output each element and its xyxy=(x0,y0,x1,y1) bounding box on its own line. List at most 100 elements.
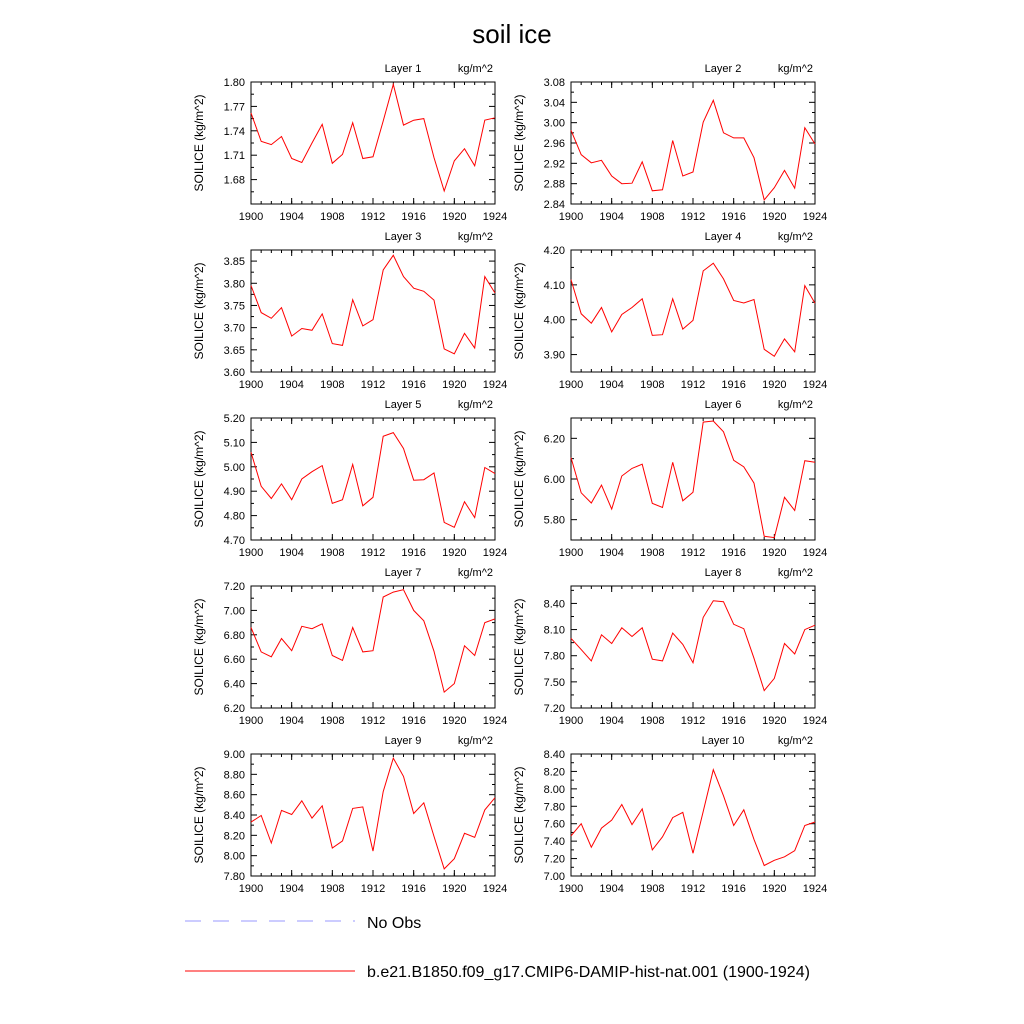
y-tick-label: 7.80 xyxy=(544,801,565,813)
panel-title: Layer 6 xyxy=(705,399,742,411)
x-tick-label: 1900 xyxy=(559,379,583,391)
y-tick-label: 4.00 xyxy=(544,315,565,327)
panel-units: kg/m^2 xyxy=(458,63,493,75)
x-tick-label: 1900 xyxy=(239,211,263,223)
panel-units: kg/m^2 xyxy=(458,399,493,411)
x-tick-label: 1912 xyxy=(681,715,705,727)
x-tick-label: 1912 xyxy=(361,715,385,727)
y-tick-label: 2.96 xyxy=(544,138,565,150)
x-tick-label: 1900 xyxy=(239,715,263,727)
series-line xyxy=(570,600,816,692)
x-tick-label: 1924 xyxy=(483,715,507,727)
y-tick-label: 7.20 xyxy=(544,854,565,866)
y-tick-label: 7.20 xyxy=(224,581,245,593)
x-tick-label: 1912 xyxy=(681,211,705,223)
y-tick-label: 1.71 xyxy=(224,150,245,162)
y-tick-label: 6.40 xyxy=(224,679,245,691)
panel-layer-1: Layer 1 kg/m^2 SOILICE (kg/m^2) 1900 1904 190… xyxy=(192,63,507,223)
y-axis-label: SOILICE (kg/m^2) xyxy=(512,95,526,192)
x-tick-label: 1920 xyxy=(442,547,466,559)
y-tick-label: 3.65 xyxy=(224,345,245,357)
x-tick-label: 1904 xyxy=(599,211,623,223)
y-tick-label: 7.00 xyxy=(224,605,245,617)
x-tick-label: 1920 xyxy=(762,547,786,559)
plot-frame xyxy=(570,585,816,709)
x-tick-label: 1904 xyxy=(279,547,303,559)
y-tick-label: 6.00 xyxy=(544,474,565,486)
x-tick-label: 1904 xyxy=(599,715,623,727)
y-tick-label: 5.80 xyxy=(544,515,565,527)
y-axis-label: SOILICE (kg/m^2) xyxy=(192,263,206,360)
y-tick-label: 2.92 xyxy=(544,158,565,170)
x-tick-label: 1916 xyxy=(721,547,745,559)
x-tick-label: 1904 xyxy=(279,211,303,223)
plot-frame xyxy=(570,81,816,205)
x-tick-label: 1912 xyxy=(681,547,705,559)
panel-units: kg/m^2 xyxy=(458,735,493,747)
x-tick-label: 1912 xyxy=(361,547,385,559)
x-tick-label: 1920 xyxy=(762,211,786,223)
panel-title: Layer 9 xyxy=(385,735,422,747)
x-tick-label: 1912 xyxy=(361,379,385,391)
y-tick-label: 6.20 xyxy=(544,433,565,445)
x-tick-label: 1916 xyxy=(721,379,745,391)
series-line xyxy=(570,768,816,867)
x-tick-label: 1908 xyxy=(320,379,344,391)
y-tick-label: 1.77 xyxy=(224,101,245,113)
x-tick-label: 1924 xyxy=(483,379,507,391)
panel-units: kg/m^2 xyxy=(458,567,493,579)
y-tick-label: 3.75 xyxy=(224,300,245,312)
panel-layer-3: Layer 3 kg/m^2 SOILICE (kg/m^2) 1900 1904 190… xyxy=(192,231,507,391)
series-line xyxy=(570,262,816,358)
series-line xyxy=(250,756,496,870)
legend: No Obs b.e21.B1850.f09_g17.CMIP6-DAMIP-h… xyxy=(185,915,810,981)
y-axis-label: SOILICE (kg/m^2) xyxy=(192,431,206,528)
y-tick-label: 2.84 xyxy=(544,199,565,211)
panel-layer-5: Layer 5 kg/m^2 SOILICE (kg/m^2) 1900 1904 190… xyxy=(192,399,507,559)
plot-frame xyxy=(570,249,816,373)
panel-units: kg/m^2 xyxy=(458,231,493,243)
x-tick-label: 1920 xyxy=(442,883,466,895)
panel-layer-10: Layer 10 kg/m^2 SOILICE (kg/m^2) 1900 1904 19… xyxy=(512,735,827,895)
y-tick-label: 5.00 xyxy=(224,462,245,474)
panel-title: Layer 3 xyxy=(385,231,422,243)
y-tick-label: 7.00 xyxy=(544,871,565,883)
y-tick-label: 4.70 xyxy=(224,535,245,547)
y-tick-label: 7.60 xyxy=(544,819,565,831)
x-tick-label: 1916 xyxy=(721,883,745,895)
x-tick-label: 1912 xyxy=(361,883,385,895)
x-tick-label: 1920 xyxy=(762,379,786,391)
y-tick-label: 3.70 xyxy=(224,323,245,335)
panel-title: Layer 4 xyxy=(705,231,742,243)
x-tick-label: 1908 xyxy=(320,883,344,895)
legend-label-no-obs: No Obs xyxy=(367,915,421,932)
y-tick-label: 5.10 xyxy=(224,437,245,449)
x-tick-label: 1908 xyxy=(640,715,664,727)
panel-title: Layer 7 xyxy=(385,567,422,579)
plot-frame xyxy=(250,417,496,541)
y-tick-label: 6.20 xyxy=(224,703,245,715)
x-tick-label: 1908 xyxy=(320,211,344,223)
x-tick-label: 1904 xyxy=(279,379,303,391)
x-tick-label: 1900 xyxy=(559,715,583,727)
y-tick-label: 7.80 xyxy=(224,871,245,883)
x-tick-label: 1924 xyxy=(803,211,827,223)
x-tick-label: 1904 xyxy=(599,883,623,895)
panel-title: Layer 8 xyxy=(705,567,742,579)
x-tick-label: 1912 xyxy=(681,883,705,895)
y-tick-label: 1.68 xyxy=(224,175,245,187)
panel-units: kg/m^2 xyxy=(778,399,813,411)
x-tick-label: 1900 xyxy=(559,883,583,895)
y-axis-label: SOILICE (kg/m^2) xyxy=(512,767,526,864)
y-tick-label: 8.40 xyxy=(224,810,245,822)
x-tick-label: 1900 xyxy=(559,547,583,559)
x-tick-label: 1924 xyxy=(483,547,507,559)
x-tick-label: 1900 xyxy=(239,883,263,895)
y-tick-label: 3.80 xyxy=(224,278,245,290)
x-tick-label: 1908 xyxy=(320,547,344,559)
y-tick-label: 7.40 xyxy=(544,836,565,848)
y-tick-label: 3.85 xyxy=(224,256,245,268)
y-tick-label: 9.00 xyxy=(224,749,245,761)
y-tick-label: 7.20 xyxy=(544,703,565,715)
